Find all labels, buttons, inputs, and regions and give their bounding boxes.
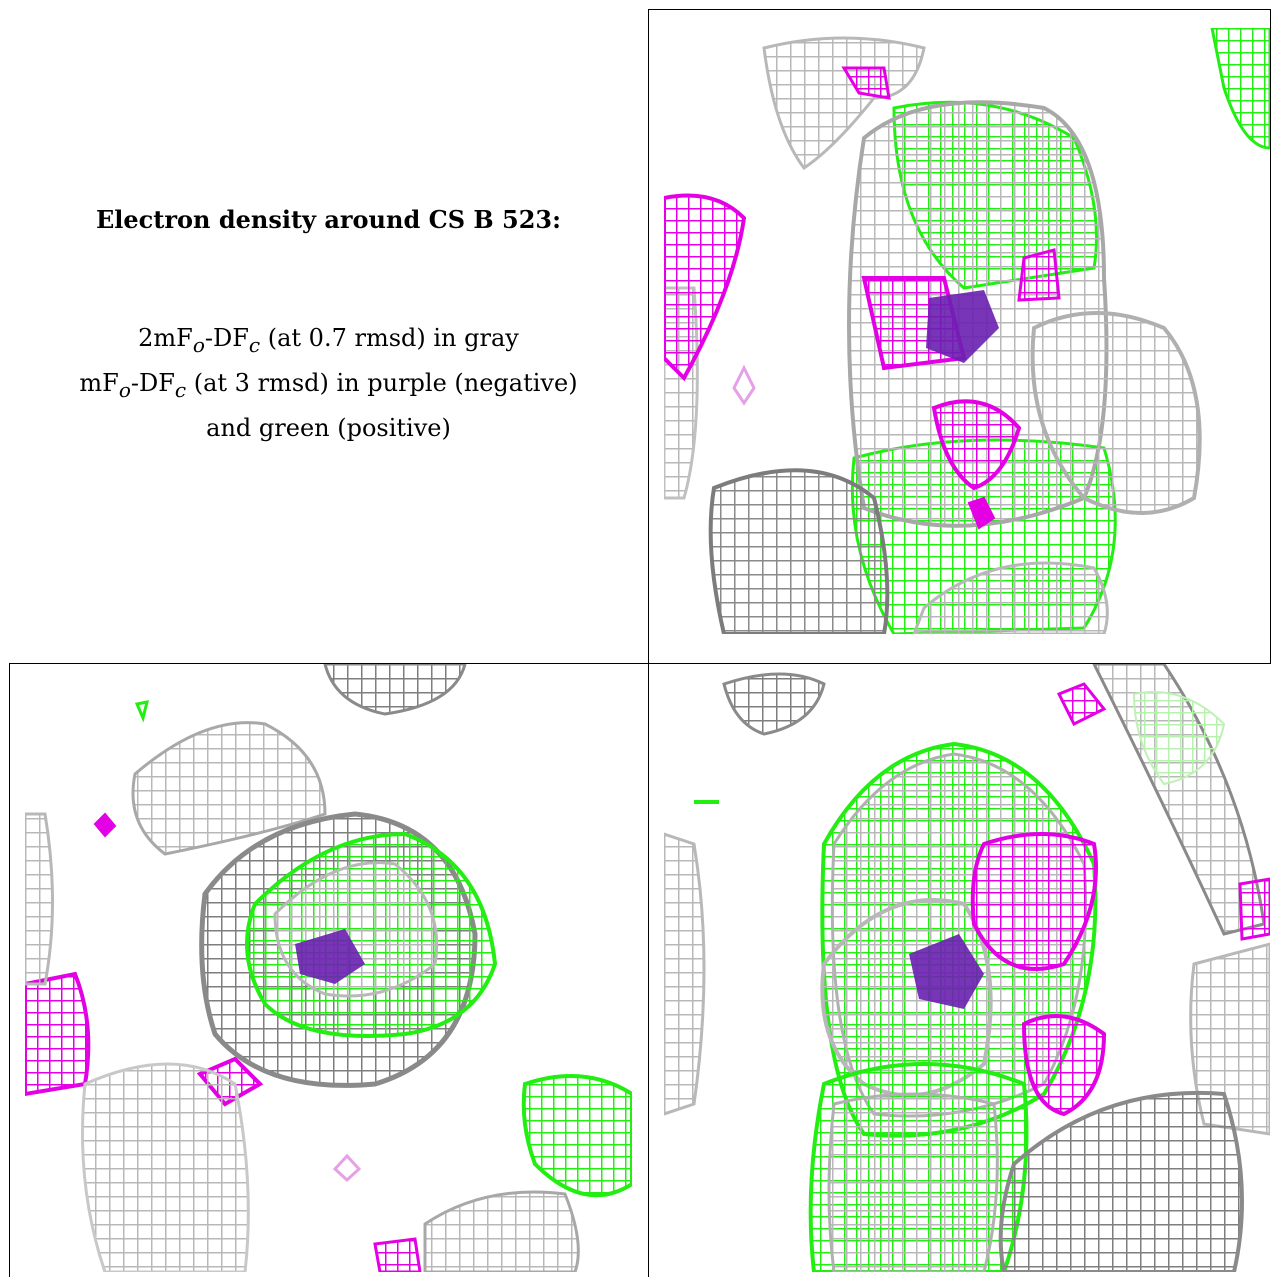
atom-cs (926, 290, 999, 363)
electron-density-mesh-icon (25, 664, 632, 1272)
negative-density-blob (1056, 682, 1107, 727)
caption-line-difference: mFo-DFc (at 3 rmsd) in purple (negative) (79, 368, 578, 402)
gray-density-blob (708, 468, 890, 634)
negative-density-blob (931, 399, 1022, 491)
gray-density-blob (81, 1062, 250, 1272)
gray-density-blob (722, 672, 826, 736)
gray-density-blob (423, 1190, 580, 1272)
gray-density-blob (323, 664, 467, 716)
electron-density-mesh-icon (664, 28, 1270, 634)
caption-description: 2mFo-DFc (at 0.7 rmsd) in gray mFo-DFc (… (9, 319, 648, 447)
density-mesh-fragment (732, 364, 756, 406)
caption-line-gray: 2mFo-DFc (at 0.7 rmsd) in gray (138, 324, 519, 357)
gray-density-blob (25, 812, 54, 986)
border-middle-vertical (648, 9, 649, 1277)
border-right (1270, 9, 1271, 663)
density-mesh-fragment (332, 1153, 362, 1183)
negative-density-blob (970, 832, 1098, 971)
bottom-right-view (664, 664, 1270, 1272)
negative-density-blob (1021, 1014, 1107, 1117)
caption-cell: Electron density around CS B 523: 2mFo-D… (9, 9, 648, 663)
negative-density-blob (967, 496, 996, 530)
atom-cs (295, 929, 365, 984)
gray-density-blob (827, 1092, 999, 1272)
caption-title: Electron density around CS B 523: (96, 205, 561, 234)
bottom-left-view (25, 664, 632, 1272)
top-right-view (664, 28, 1270, 634)
gray-density-blob (131, 721, 327, 856)
negative-density-blob (841, 66, 891, 100)
negative-density-blob (664, 193, 747, 382)
negative-density-blob (1017, 248, 1061, 302)
gray-density-blob (912, 561, 1109, 634)
caption-line-positive: and green (positive) (206, 413, 451, 442)
border-middle-horizontal (9, 663, 1271, 664)
gray-density-blob (998, 1090, 1244, 1272)
positive-density-blob (1132, 691, 1226, 786)
negative-density-blob (25, 971, 91, 1097)
gray-density-blob (664, 832, 706, 1116)
negative-density-blob (373, 1237, 422, 1272)
atom-cs (909, 934, 984, 1009)
positive-density-blob (521, 1074, 632, 1198)
density-mesh-fragment (134, 700, 150, 723)
negative-density-blob (93, 812, 117, 838)
positive-density-blob (1210, 28, 1270, 150)
negative-density-blob (1238, 877, 1270, 941)
electron-density-mesh-icon (664, 664, 1270, 1272)
gray-density-blob (1030, 311, 1202, 515)
